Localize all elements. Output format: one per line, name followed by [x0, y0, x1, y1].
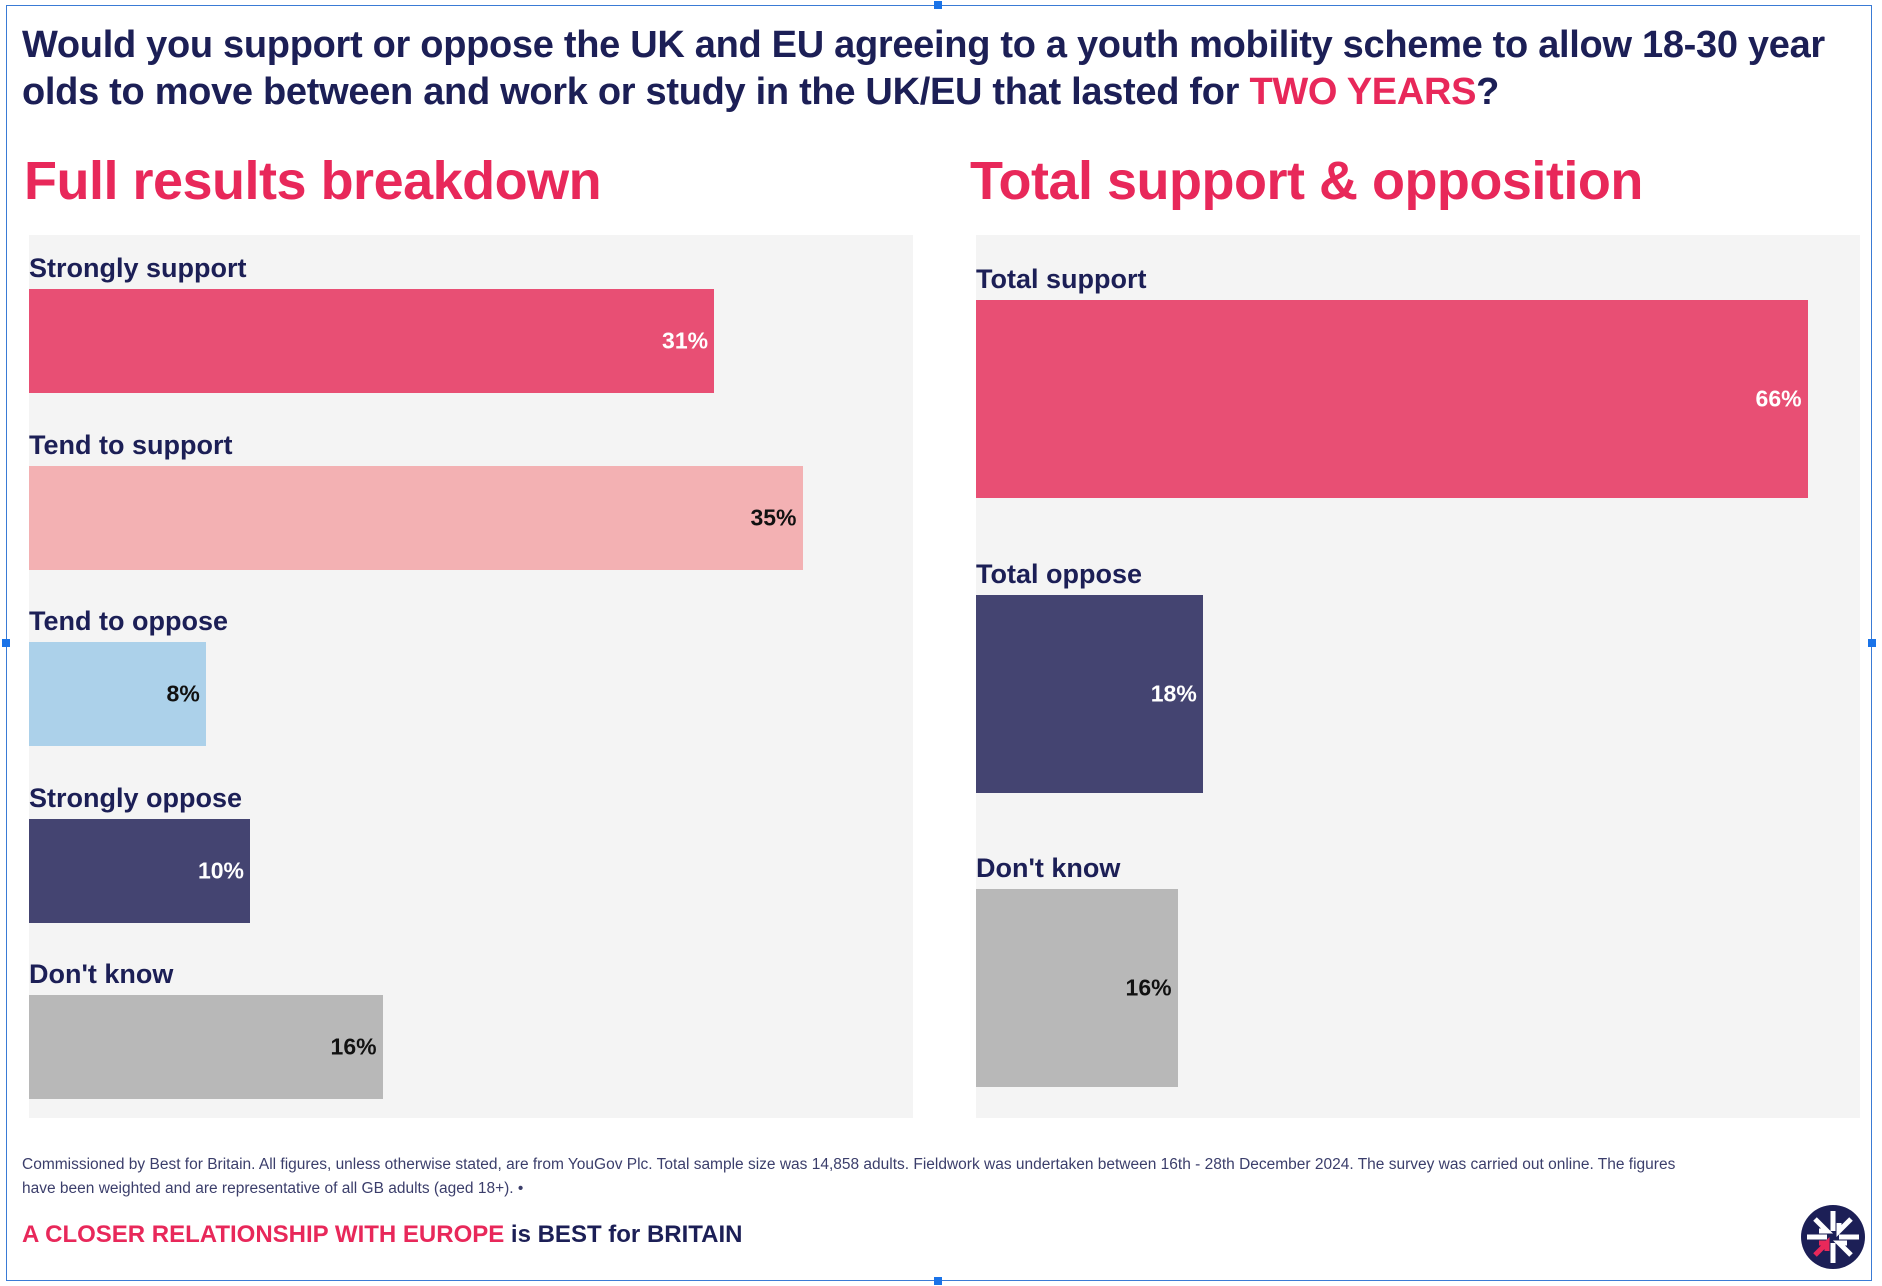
- survey-question: Would you support or oppose the UK and E…: [22, 22, 1862, 116]
- category-label-don-t-know: Don't know: [29, 959, 174, 989]
- resize-handle-top[interactable]: [934, 1, 942, 9]
- value-label-total-oppose: 18%: [1150, 680, 1197, 707]
- tagline-rest: is BEST for BRITAIN: [504, 1221, 743, 1248]
- tagline: A CLOSER RELATIONSHIP WITH EUROPE is BES…: [22, 1221, 742, 1249]
- bar-total-support: 66%: [976, 300, 1808, 498]
- bar-strongly-support: 31%: [29, 289, 715, 393]
- totals-chart: Total support 66% Total oppose 18% Don't kno…: [976, 235, 1860, 1118]
- resize-handle-right[interactable]: [1868, 639, 1876, 647]
- category-label-tend-to-oppose: Tend to oppose: [29, 606, 228, 636]
- methodology-footnote: Commissioned by Best for Britain. All fi…: [22, 1156, 1676, 1197]
- question-mark: ?: [1476, 71, 1500, 113]
- tagline-highlight: A CLOSER RELATIONSHIP WITH EUROPE: [22, 1221, 505, 1248]
- value-label-strongly-support: 31%: [662, 327, 709, 354]
- union-jack-roundel-icon: [1801, 1205, 1865, 1269]
- value-label-don-t-know: 16%: [330, 1033, 377, 1060]
- category-label-don-t-know: Don't know: [976, 853, 1121, 883]
- value-label-tend-to-support: 35%: [750, 504, 797, 531]
- bar-don-t-know: 16%: [29, 995, 383, 1099]
- value-label-total-support: 66%: [1755, 385, 1802, 412]
- bar-tend-to-oppose: 8%: [29, 642, 206, 746]
- value-label-tend-to-oppose: 8%: [166, 680, 200, 707]
- bar-strongly-oppose: 10%: [29, 819, 250, 923]
- question-highlight: TWO YEARS: [1249, 71, 1477, 113]
- value-label-strongly-oppose: 10%: [197, 857, 244, 884]
- bar-total-oppose: 18%: [976, 595, 1203, 793]
- category-label-strongly-oppose: Strongly oppose: [29, 783, 243, 813]
- resize-handle-left[interactable]: [2, 639, 10, 647]
- chart-title-totals: Total support & opposition: [970, 151, 1643, 211]
- bar-tend-to-support: 35%: [29, 466, 803, 570]
- question-text: Would you support or oppose the UK and E…: [22, 24, 1825, 113]
- category-label-strongly-support: Strongly support: [29, 253, 247, 283]
- chart-title-full-results: Full results breakdown: [24, 151, 602, 211]
- value-label-don-t-know: 16%: [1125, 974, 1172, 1001]
- full-results-chart: Strongly support 31% Tend to support 35% Ten…: [29, 235, 913, 1118]
- category-label-total-oppose: Total oppose: [976, 559, 1142, 589]
- category-label-tend-to-support: Tend to support: [29, 430, 233, 460]
- bar-don-t-know: 16%: [976, 889, 1178, 1087]
- category-label-total-support: Total support: [976, 264, 1147, 294]
- resize-handle-bottom[interactable]: [934, 1277, 942, 1285]
